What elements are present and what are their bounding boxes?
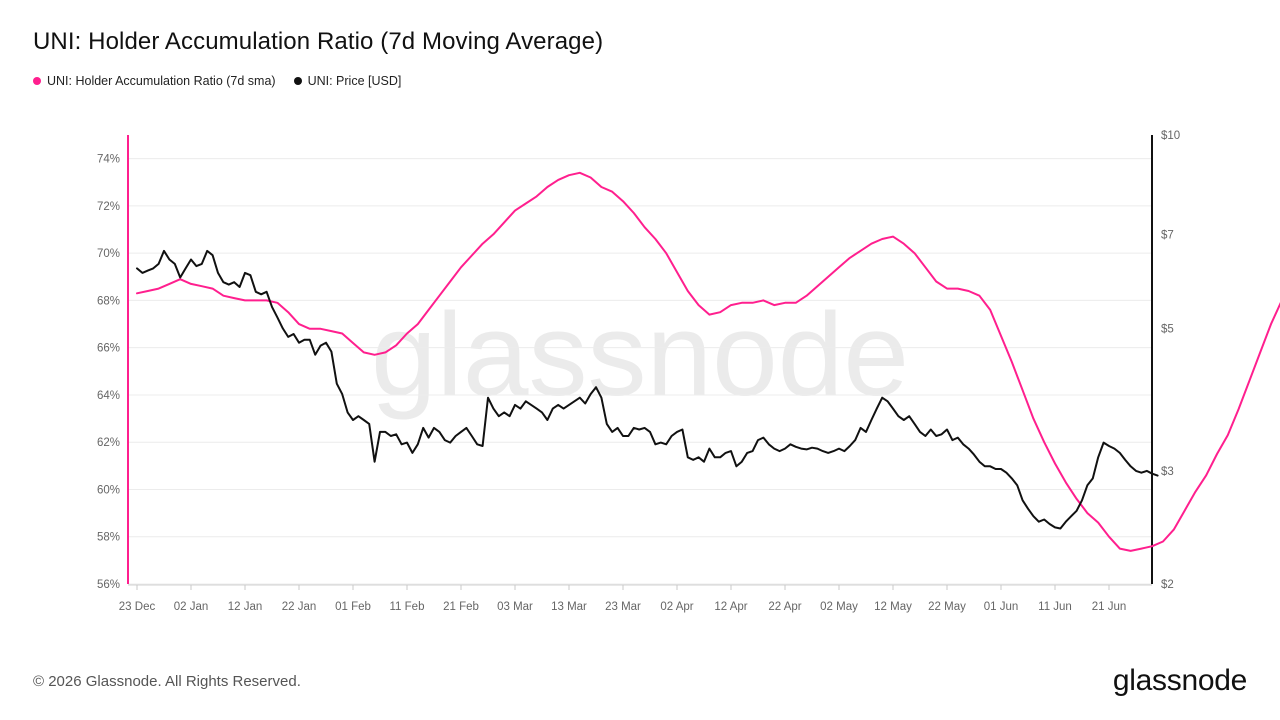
right-tick-label: $10 — [1161, 130, 1180, 142]
x-tick-label: 13 Mar — [551, 601, 587, 613]
x-tick-label: 02 Jan — [174, 601, 209, 613]
x-tick-label: 23 Dec — [119, 601, 156, 613]
series-line-accumulation-ratio — [136, 171, 1280, 552]
x-tick-label: 12 Apr — [714, 601, 747, 613]
x-tick-label: 12 Jan — [228, 601, 263, 613]
grid-lines — [128, 158, 1152, 585]
left-tick-label: 64% — [97, 390, 120, 402]
x-tick-label: 01 Feb — [335, 601, 371, 613]
chart-legend: UNI: Holder Accumulation Ratio (7d sma) … — [33, 74, 401, 88]
glassnode-logo[interactable]: glassnode — [1112, 664, 1247, 697]
x-tick-label: 22 Jan — [282, 601, 317, 613]
legend-dot-price — [293, 77, 302, 85]
x-tick-label: 22 May — [928, 601, 966, 613]
legend-label-accumulation-ratio: UNI: Holder Accumulation Ratio (7d sma) — [47, 74, 276, 88]
legend-dot-accumulation-ratio — [33, 77, 41, 85]
series-line-price — [136, 249, 1159, 530]
right-tick-label: $2 — [1161, 579, 1174, 591]
watermark-text: glassnode — [371, 289, 909, 421]
left-tick-label: 72% — [97, 201, 120, 213]
left-tick-label: 74% — [97, 154, 120, 166]
x-tick-label: 01 Jun — [984, 601, 1019, 613]
right-tick-label: $7 — [1161, 230, 1174, 242]
x-axis: 23 Dec 02 Jan 12 Jan 22 Jan 01 Feb 11 Feb 21 F… — [119, 584, 1152, 613]
chart-title: UNI: Holder Accumulation Ratio (7d Movin… — [33, 28, 604, 55]
x-tick-label: 11 Jun — [1038, 601, 1072, 613]
footer-copyright: © 2026 Glassnode. All Rights Reserved. — [33, 673, 301, 690]
left-tick-label: 70% — [97, 248, 120, 260]
right-axis: $2 $3 $5 $7 $10 — [1151, 130, 1180, 591]
x-tick-label: 02 Apr — [660, 601, 693, 613]
left-tick-label: 66% — [97, 343, 120, 355]
x-tick-label: 22 Apr — [768, 601, 801, 613]
left-tick-label: 62% — [97, 437, 120, 449]
legend-item-accumulation-ratio[interactable]: UNI: Holder Accumulation Ratio (7d sma) — [33, 74, 276, 88]
right-tick-label: $5 — [1161, 323, 1174, 335]
legend-item-price[interactable]: UNI: Price [USD] — [293, 74, 402, 88]
left-tick-label: 68% — [97, 295, 120, 307]
x-tick-label: 03 Mar — [497, 601, 533, 613]
x-tick-label: 23 Mar — [605, 601, 641, 613]
left-tick-label: 60% — [97, 484, 120, 496]
x-tick-label: 21 Feb — [443, 601, 479, 613]
left-axis: 56% 58% 60% 62% 64% 66% 68% 70% 72% 74% — [97, 135, 129, 591]
series-layer — [136, 171, 1280, 552]
left-tick-label: 58% — [97, 532, 120, 544]
x-tick-label: 11 Feb — [390, 601, 425, 613]
right-tick-label: $3 — [1161, 466, 1174, 478]
x-tick-label: 02 May — [820, 601, 858, 613]
left-tick-label: 56% — [97, 579, 120, 591]
legend-label-price: UNI: Price [USD] — [307, 74, 402, 88]
x-tick-label: 21 Jun — [1092, 601, 1127, 613]
x-tick-label: 12 May — [874, 601, 912, 613]
